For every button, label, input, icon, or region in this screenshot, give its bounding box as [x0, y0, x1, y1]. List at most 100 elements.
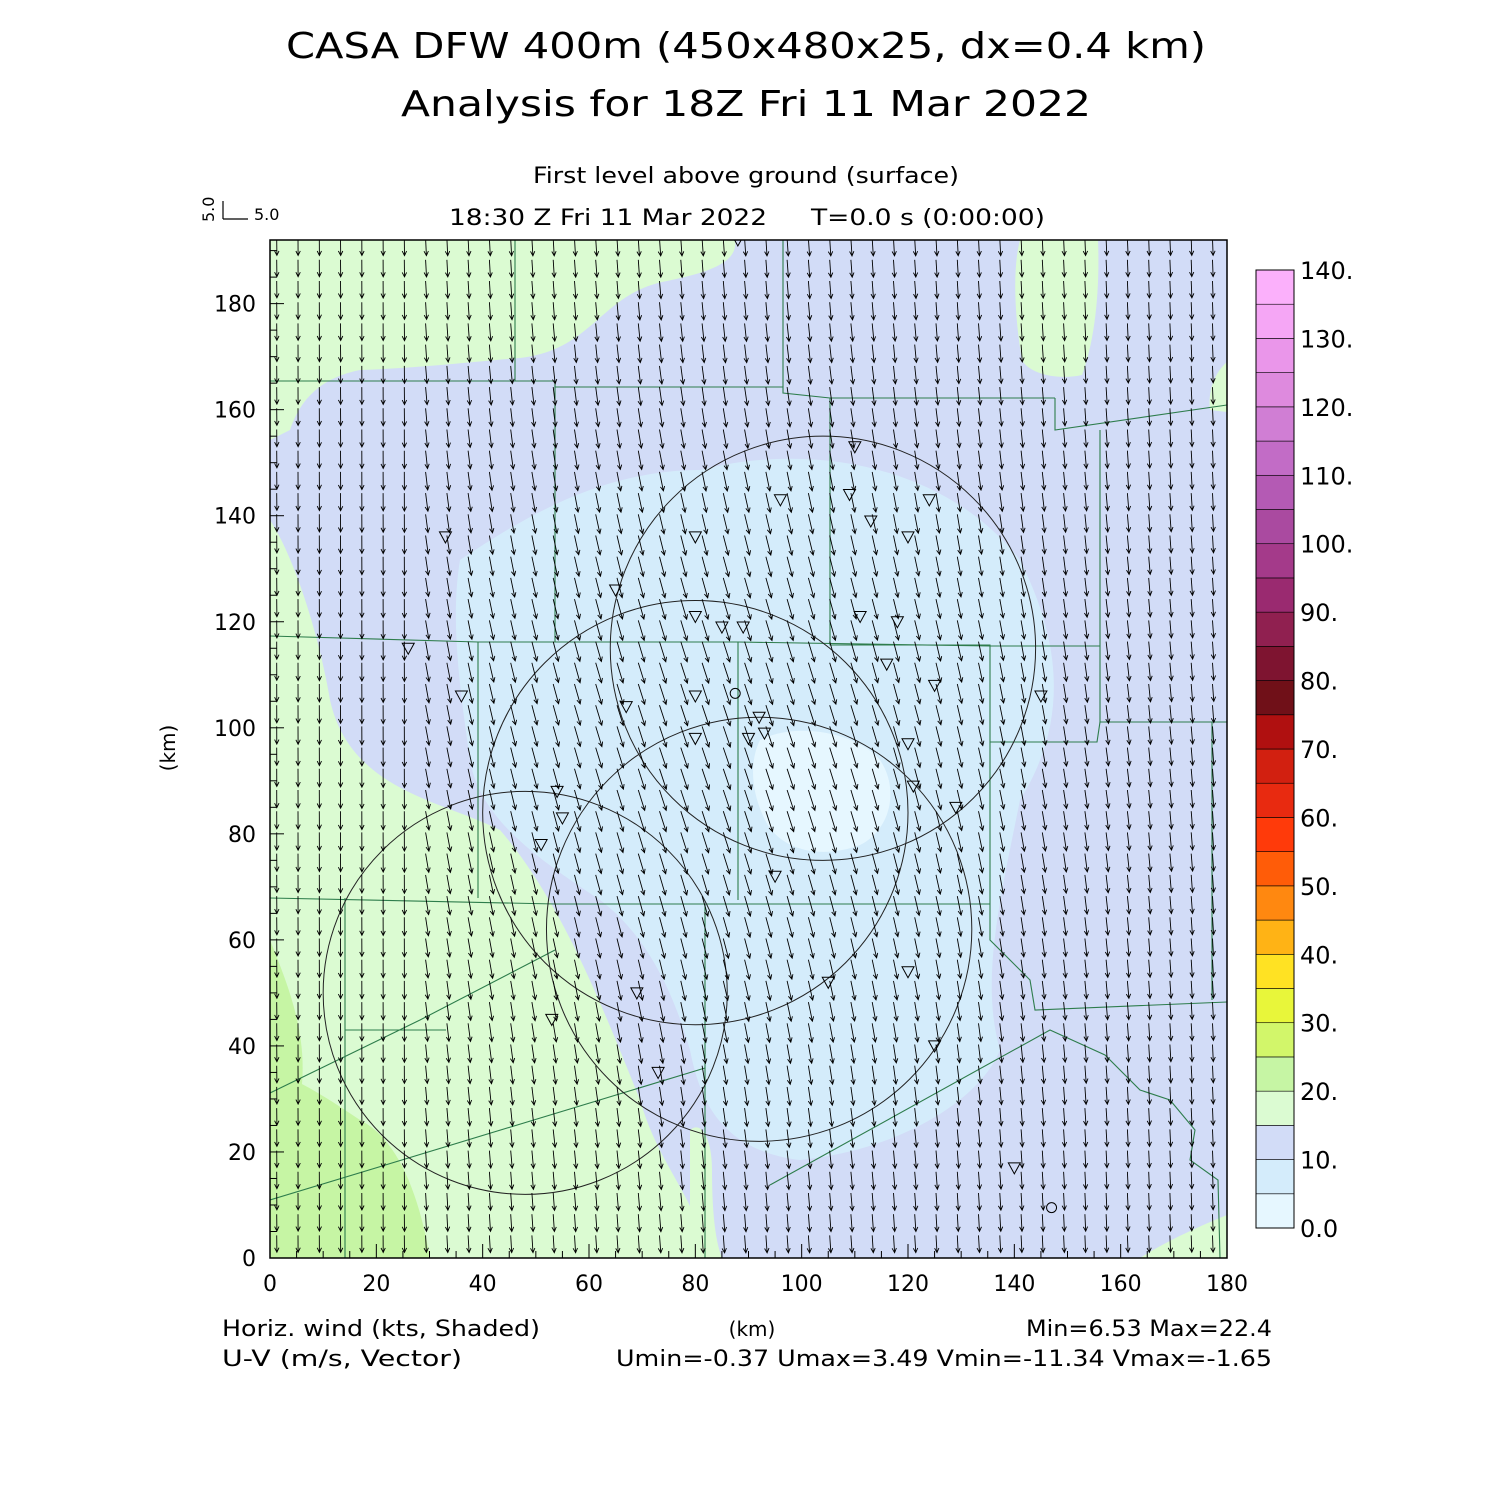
y-tick-label: 60 [228, 929, 256, 954]
colorbar-segment [1255, 509, 1295, 545]
colorbar-segment [1255, 406, 1295, 442]
county-boundary-line [270, 897, 990, 905]
x-tick-label: 40 [469, 1272, 497, 1297]
x-tick-label: 100 [781, 1272, 823, 1297]
county-boundary-line [1054, 398, 1227, 431]
y-tick-label: 120 [214, 611, 256, 636]
colorbar-segment [1255, 1056, 1295, 1092]
colorbar-label: 30. [1300, 1010, 1338, 1038]
station-triangle-marker [534, 838, 548, 852]
colorbar-label: 140. [1300, 257, 1353, 285]
x-tick-label: 0 [263, 1272, 277, 1297]
reference-vector-v-label: 5.0 [199, 197, 218, 222]
station-triangle-marker [608, 584, 623, 597]
shade-15-20-west [270, 520, 705, 1258]
colorbar: 0.0 10. 20. 30. 40. 50. 60. 70. 80. 90. 100. 110. 12… [1255, 257, 1353, 1243]
station-triangle-marker [949, 801, 963, 815]
colorbar-label: 0.0 [1300, 1215, 1338, 1243]
station-triangle-marker [736, 621, 751, 635]
station-triangle-marker [630, 987, 644, 1000]
x-tick-label: 60 [575, 1272, 603, 1297]
colorbar-label: 40. [1300, 941, 1338, 969]
station-triangle-marker [438, 531, 453, 544]
x-tick-label: 160 [1100, 1272, 1142, 1297]
y-tick-label: 0 [242, 1247, 256, 1272]
station-triangle-marker [901, 738, 915, 751]
station-triangle-marker [847, 441, 862, 454]
y-tick-label: 40 [228, 1035, 256, 1060]
station-triangle-marker [1007, 1162, 1022, 1175]
radar-range-rings [322, 435, 1037, 1195]
chart-title-line1: CASA DFW 400m (450x480x25, dx=0.4 km) [286, 26, 1206, 67]
station-triangle-marker [454, 690, 469, 704]
station-triangle-marker [853, 610, 867, 624]
colorbar-segment [1255, 543, 1295, 579]
colorbar-segment [1255, 748, 1295, 784]
colorbar-segment [1255, 1022, 1295, 1058]
shaded-field-label: Horiz. wind (kts, Shaded) [222, 1317, 540, 1342]
county-boundaries [270, 240, 1227, 1258]
x-tick-label: 180 [1206, 1272, 1248, 1297]
colorbar-segment [1255, 646, 1295, 681]
colorbar-frame [1255, 269, 1295, 1229]
colorbar-label: 50. [1300, 873, 1338, 901]
station-triangle-marker [688, 690, 703, 704]
x-axis-label: (km) [729, 1317, 776, 1341]
station-triangle-marker [401, 642, 416, 656]
colorbar-segment [1255, 611, 1295, 647]
colorbar-label: 130. [1300, 325, 1353, 353]
station-circle-marker [1046, 1202, 1058, 1214]
colorbar-segment [1255, 1193, 1295, 1229]
station-triangle-marker [550, 785, 564, 799]
radar-range-ring [609, 435, 1037, 861]
y-tick-label: 80 [228, 823, 256, 848]
y-tick-label: 140 [214, 505, 256, 530]
station-triangle-marker [651, 1066, 665, 1080]
station-triangle-marker [752, 711, 766, 725]
station-triangle-marker [901, 966, 915, 979]
reference-vector-u-label: 5.0 [254, 205, 279, 224]
station-triangle-marker [741, 732, 756, 746]
station-triangle-marker [927, 1040, 942, 1053]
county-boundary-line [270, 1067, 706, 1201]
radar-range-ring [482, 600, 909, 1026]
shade-20-25-southwest [270, 1070, 430, 1258]
station-triangle-marker [715, 621, 729, 635]
y-axis-label: (km) [156, 725, 180, 772]
colorbar-segment [1255, 372, 1295, 408]
station-triangle-marker [688, 531, 703, 544]
station-triangle-marker [842, 489, 857, 502]
shade-15-20-east [1209, 362, 1227, 412]
station-triangle-marker [555, 812, 570, 825]
shade-15-20-west [270, 240, 736, 440]
colorbar-segment [1255, 782, 1295, 818]
valid-time-label: 18:30 Z Fri 11 Mar 2022 [449, 206, 767, 231]
colorbar-segment [1255, 919, 1295, 955]
reference-vector: 5.0 5.0 [199, 197, 279, 224]
station-triangle-marker [879, 658, 894, 672]
station-triangle-marker [906, 780, 921, 794]
shade-0-5-core [753, 730, 891, 852]
min-max-label: Min=6.53 Max=22.4 [1026, 1317, 1272, 1342]
colorbar-segment [1255, 440, 1295, 476]
shade-5-10-central [455, 458, 1054, 1160]
x-tick-label: 140 [993, 1272, 1035, 1297]
colorbar-label: 110. [1300, 462, 1353, 490]
county-boundary-line [270, 949, 556, 1094]
shade-15-20-northeast [1015, 240, 1099, 377]
station-triangle-marker [688, 610, 703, 624]
colorbar-segment [1255, 953, 1295, 989]
colorbar-label: 80. [1300, 668, 1338, 696]
station-triangle-marker [768, 870, 782, 884]
station-triangle-marker [688, 732, 703, 746]
radar-range-ring [322, 790, 728, 1195]
colorbar-segment [1255, 817, 1295, 852]
colorbar-label: 60. [1300, 804, 1338, 832]
colorbar-segment [1255, 1090, 1295, 1126]
colorbar-segment [1255, 885, 1295, 921]
colorbar-segment [1255, 474, 1295, 510]
uv-stats-label: Umin=-0.37 Umax=3.49 Vmin=-11.34 Vmax=-1… [616, 1347, 1272, 1372]
colorbar-label: 90. [1300, 599, 1338, 627]
station-triangle-marker [863, 515, 878, 529]
